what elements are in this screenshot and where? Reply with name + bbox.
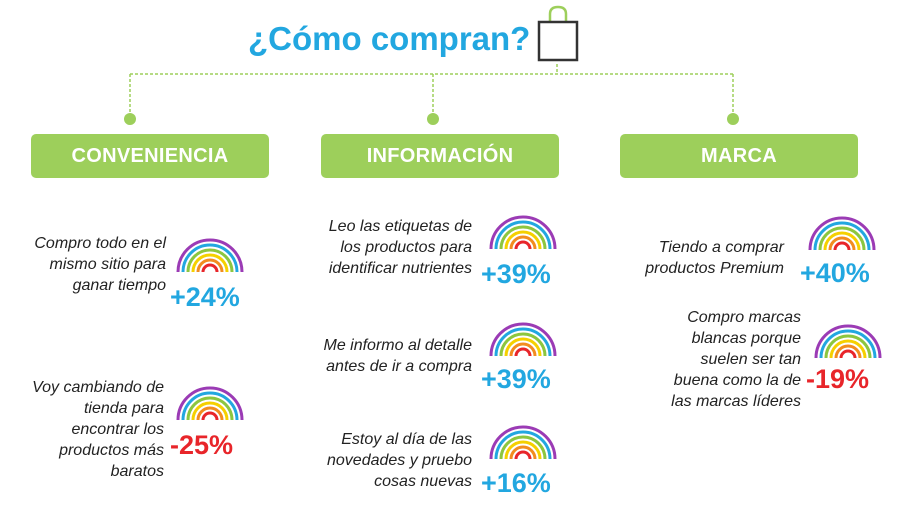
value-informacion-2: +39% [481,364,551,394]
statement-informacion-2: Me informo al detalle antes de ir a comp… [323,337,472,375]
shopping-bag-icon [537,5,579,62]
value-conveniencia-2: -25% [170,430,234,460]
rainbow-icon [176,386,244,422]
value-informacion-3: +16% [481,468,551,498]
connector-node [124,113,136,125]
statement-informacion-1: Leo las etiquetas de los productos para … [328,218,472,277]
statement-conveniencia-1: Compro todo en el mismo sitio para ganar… [34,235,166,294]
rainbow-icon [808,216,876,252]
value-marca-2: -19% [806,364,870,394]
statement-informacion-3: Estoy al día de las novedades y pruebo c… [327,431,472,490]
statement-marca-2: Compro marcas blancas porque suelen ser … [671,309,801,410]
value-marca-1: +40% [800,258,870,288]
statement-marca-1: Tiendo a comprar productos Premium [645,239,784,277]
value-informacion-1: +39% [481,259,551,289]
value-conveniencia-1: +24% [170,282,240,312]
rainbow-icon [176,238,244,274]
rainbow-icon [489,425,557,461]
rainbow-icon [814,324,882,360]
connector-node [727,113,739,125]
category-marca: MARCA [620,134,858,178]
page-title: ¿Cómo compran? [248,20,531,57]
statement-conveniencia-2: Voy cambiando de tienda para encontrar l… [32,379,164,480]
connector-node [427,113,439,125]
category-informacion: INFORMACIÓN [321,134,559,178]
category-conveniencia: CONVENIENCIA [31,134,269,178]
rainbow-icon [489,322,557,358]
rainbow-icon [489,215,557,251]
